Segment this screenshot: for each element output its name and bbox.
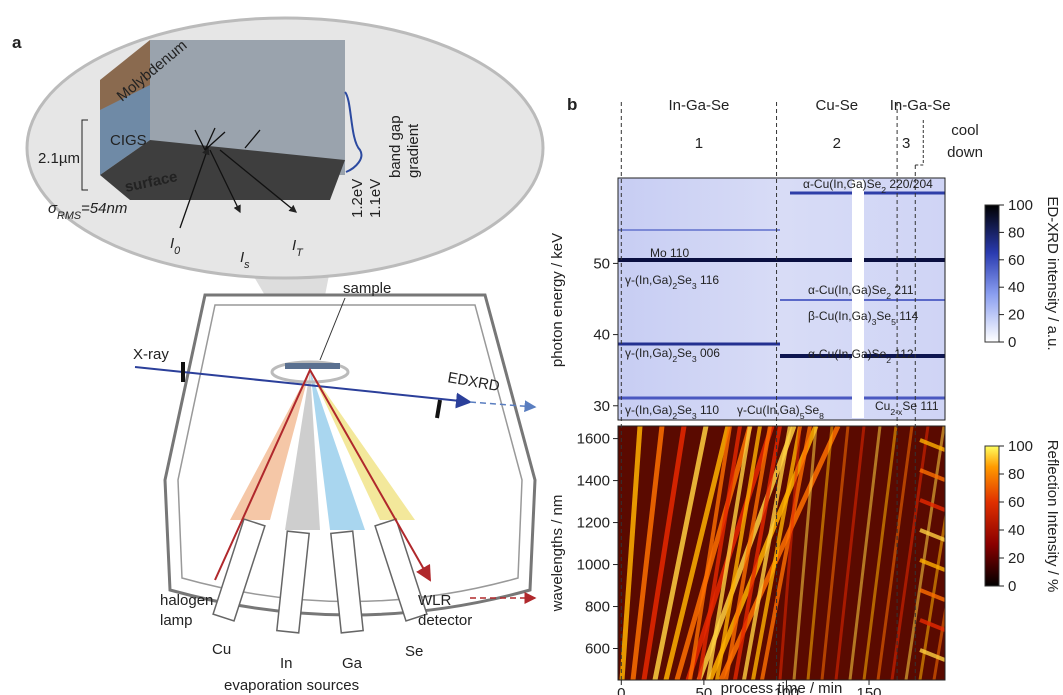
colorbar-tick-label: 40 <box>1008 522 1025 539</box>
y-axis-label: photon energy / keV <box>549 233 566 367</box>
halogen-label: lamp <box>160 612 193 629</box>
wlr-label: detector <box>418 612 472 629</box>
text-part: γ-Cu(In,Ga) <box>737 403 800 417</box>
figure: aMolybdenumCIGSsurface2.1µmσRMS=54nmI0Is… <box>0 0 1063 695</box>
text-part: 211 <box>891 283 914 297</box>
colorbar-tick-label: 20 <box>1008 307 1025 324</box>
source-label: In <box>280 655 293 672</box>
wlr-label: WLR <box>418 592 452 609</box>
y-axis-label: wavelengths / nm <box>549 495 566 613</box>
band-gap-value: 1.2eV <box>349 179 366 218</box>
data-gap <box>852 180 864 418</box>
text-part: α-Cu(In,Ga)Se <box>808 283 887 297</box>
band-gap-label: band gap <box>387 115 404 178</box>
panel-label: a <box>12 33 22 52</box>
phase-number: 3 <box>902 135 910 152</box>
subscript: RMS <box>57 210 82 222</box>
y-tick-label: 50 <box>593 255 610 272</box>
subscript: s <box>244 259 250 271</box>
y-tick-label: 40 <box>593 327 610 344</box>
panel-label: b <box>567 95 577 114</box>
colorbar-tick-label: 100 <box>1008 197 1033 214</box>
band-gap-label: gradient <box>405 123 422 178</box>
text-part: β-Cu(In,Ga) <box>808 309 872 323</box>
y-tick-label: 1600 <box>577 431 610 448</box>
text-part: 220/204 <box>886 177 933 191</box>
colorbar-label: ED-XRD intensity / a.u. <box>1044 196 1061 350</box>
text-part: 110 <box>697 403 720 417</box>
text-part: α-Cu(In,Ga)Se <box>808 347 887 361</box>
y-tick-label: 1200 <box>577 515 610 532</box>
diffraction-band <box>618 397 945 400</box>
band-gap-value: 1.1eV <box>367 179 384 218</box>
layer-label: CIGS <box>110 132 147 149</box>
sample <box>285 363 340 369</box>
sample-label: sample <box>343 280 391 297</box>
colorbar-tick-label: 0 <box>1008 334 1016 351</box>
annotation: Mo 110 <box>650 246 689 260</box>
text-part: Se <box>876 309 891 323</box>
xray-label: X-ray <box>133 346 169 363</box>
phase-name: Cu-Se <box>816 97 859 114</box>
colorbar-tick-label: 0 <box>1008 578 1016 595</box>
text-part: γ-(In,Ga) <box>625 403 672 417</box>
halogen-label: halogen <box>160 592 213 609</box>
y-tick-label: 30 <box>593 398 610 415</box>
text-part: Se <box>677 273 692 287</box>
y-tick-label: 600 <box>585 641 610 658</box>
subscript: 2-x <box>890 407 903 417</box>
text-part: 114 <box>896 309 919 323</box>
text-part: Se <box>677 403 692 417</box>
text-part: 112 <box>891 347 914 361</box>
x-tick-label: 150 <box>857 685 882 695</box>
cool-down: down <box>947 144 983 161</box>
text-part: Cu <box>875 399 890 413</box>
phase-name: In-Ga-Se <box>890 97 951 114</box>
phase-number: 1 <box>695 135 703 152</box>
wlr-colorbar <box>985 446 999 586</box>
subscript: 0 <box>174 245 180 257</box>
text-part: Se <box>804 403 819 417</box>
text-part: γ-(In,Ga) <box>625 273 672 287</box>
xrd-colorbar <box>985 205 999 342</box>
subscript: 8 <box>819 411 824 421</box>
colorbar-tick-label: 60 <box>1008 494 1025 511</box>
x-tick-label: 0 <box>617 685 625 695</box>
y-tick-label: 1000 <box>577 557 610 574</box>
phase-name: In-Ga-Se <box>668 97 729 114</box>
text-part: Se <box>677 346 692 360</box>
text-part: =54nm <box>81 200 127 217</box>
y-tick-label: 800 <box>585 599 610 616</box>
colorbar-tick-label: 100 <box>1008 438 1033 455</box>
source-label: Ga <box>342 655 363 672</box>
y-tick-label: 1400 <box>577 473 610 490</box>
colorbar-tick-label: 20 <box>1008 550 1025 567</box>
diffraction-band <box>790 192 945 195</box>
sources-label: evaporation sources <box>224 677 359 694</box>
cool-down-bracket <box>915 120 923 165</box>
colorbar-tick-label: 40 <box>1008 279 1025 296</box>
text-part: Mo 110 <box>650 246 689 260</box>
source-label: Se <box>405 643 423 660</box>
text-part: 006 <box>697 346 721 360</box>
x-axis-label: process time / min <box>721 680 843 695</box>
colorbar-tick-label: 60 <box>1008 252 1025 269</box>
thickness: 2.1µm <box>38 150 80 167</box>
phase-number: 2 <box>833 135 841 152</box>
colorbar-label: Reflection Intensity / % <box>1044 440 1061 593</box>
text-part: γ-(In,Ga) <box>625 346 672 360</box>
text-part: 116 <box>697 273 720 287</box>
source-label: Cu <box>212 641 231 658</box>
text-part: α-Cu(In,Ga)Se <box>803 177 882 191</box>
colorbar-tick-label: 80 <box>1008 466 1025 483</box>
text-part: Se 111 <box>902 399 939 413</box>
diffraction-band <box>618 229 780 231</box>
colorbar-tick-label: 80 <box>1008 224 1025 241</box>
x-tick-label: 50 <box>696 685 713 695</box>
cool-down: cool <box>951 122 979 139</box>
